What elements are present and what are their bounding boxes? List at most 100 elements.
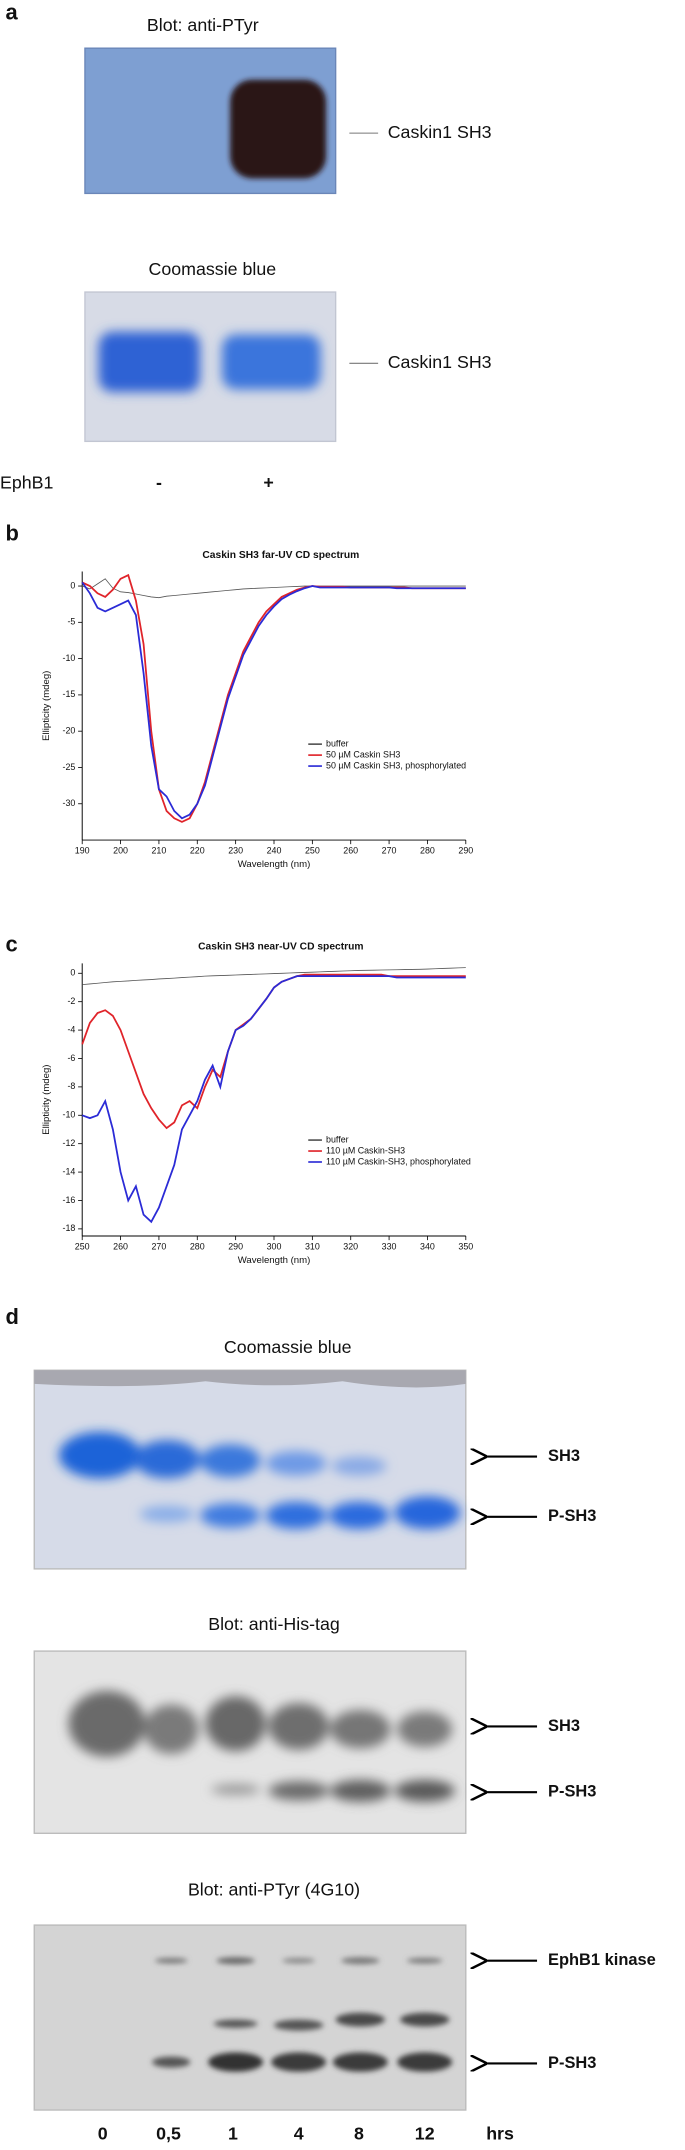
x-tick-label: 270 [151, 1241, 166, 1251]
band [230, 79, 327, 179]
band-label: P-SH3 [548, 1507, 596, 1525]
x-tick-label: 330 [382, 1241, 397, 1251]
band [397, 1711, 453, 1747]
y-tick-label: -5 [67, 617, 75, 627]
series-line [81, 975, 466, 1224]
x-tick-label: 270 [382, 845, 397, 855]
band [216, 1957, 255, 1965]
lane-label: 0,5 [156, 2123, 181, 2143]
band [200, 1444, 261, 1478]
series-line [82, 578, 466, 599]
band [394, 1779, 455, 1802]
y-tick-label: -6 [67, 1053, 75, 1063]
y-tick-label: -20 [62, 726, 75, 736]
band [282, 1957, 316, 1964]
legend-label: buffer [326, 1134, 349, 1144]
band-label: EphB1 kinase [548, 1951, 656, 1969]
lane-label: 12 [415, 2123, 435, 2143]
y-tick-label: 0 [70, 968, 75, 978]
band [394, 1496, 461, 1530]
x-tick-label: 210 [151, 845, 166, 855]
blot-title: Blot: anti-PTyr [147, 15, 259, 35]
y-tick-label: -15 [62, 689, 75, 699]
band [341, 1957, 380, 1965]
band [205, 1696, 266, 1752]
y-tick-label: -8 [67, 1081, 75, 1091]
legend-label: 50 µM Caskin SH3, phosphorylated [326, 760, 466, 770]
y-tick-label: -30 [62, 798, 75, 808]
band-label: P-SH3 [548, 2054, 596, 2072]
band [274, 2019, 324, 2031]
lane-label: 4 [294, 2123, 304, 2143]
blot [33, 1924, 467, 2111]
bands [58, 1431, 461, 1530]
panel-label: b [5, 520, 18, 545]
y-tick-label: -18 [62, 1223, 75, 1233]
panel-label: c [5, 931, 17, 956]
lane-label: 1 [228, 2123, 238, 2143]
legend-label: 110 µM Caskin-SH3, phosphorylated [326, 1156, 471, 1166]
panel-label: a [5, 0, 18, 25]
band [331, 1456, 387, 1476]
band [208, 2052, 264, 2072]
band [268, 1781, 329, 1801]
panel-label: d [5, 1304, 18, 1329]
band [134, 1440, 201, 1479]
x-tick-label: 320 [343, 1241, 358, 1251]
y-tick-label: -25 [62, 762, 75, 772]
band [58, 1431, 142, 1479]
lane-label: - [156, 473, 162, 493]
row-label: EphB1 [0, 473, 54, 493]
x-tick-label: 260 [113, 1241, 128, 1251]
band [265, 1451, 327, 1476]
y-tick-label: -2 [67, 996, 75, 1006]
y-axis-label: Ellipticity (mdeg) [41, 1065, 52, 1135]
y-tick-label: -10 [62, 653, 75, 663]
band-label: SH3 [548, 1717, 580, 1735]
series-line [81, 581, 466, 820]
band [397, 2052, 453, 2072]
x-tick-label: 200 [113, 845, 128, 855]
legend-label: 50 µM Caskin SH3 [326, 749, 400, 759]
y-tick-label: -14 [62, 1166, 75, 1176]
chart-title: Caskin SH3 far-UV CD spectrum [202, 550, 359, 561]
x-tick-label: 300 [267, 1241, 282, 1251]
x-tick-label: 280 [190, 1241, 205, 1251]
x-tick-label: 250 [305, 845, 320, 855]
band [330, 1779, 391, 1802]
y-tick-label: -10 [62, 1110, 75, 1120]
x-tick-label: 340 [420, 1241, 435, 1251]
band [68, 1690, 146, 1757]
y-tick-label: -12 [62, 1138, 75, 1148]
series-line [81, 573, 466, 823]
bands [68, 1690, 455, 1802]
band [400, 2012, 450, 2027]
legend-label: buffer [326, 738, 349, 748]
lane-label: 0 [98, 2123, 108, 2143]
band [406, 1957, 443, 1964]
lane-label: + [263, 473, 273, 493]
band-label: P-SH3 [548, 1783, 596, 1801]
chart-title: Caskin SH3 near-UV CD spectrum [198, 942, 363, 953]
band [200, 1503, 261, 1528]
band-label: SH3 [548, 1447, 580, 1465]
x-tick-label: 310 [305, 1241, 320, 1251]
x-tick-label: 260 [343, 845, 358, 855]
band [332, 2052, 388, 2072]
band [213, 2019, 258, 2028]
band [271, 2052, 327, 2072]
band [221, 334, 321, 390]
gel-edge [34, 1370, 466, 1388]
series-line [82, 967, 466, 986]
band [268, 1703, 329, 1750]
band [143, 1704, 199, 1754]
x-tick-label: 290 [228, 1241, 243, 1251]
y-axis-label: Ellipticity (mdeg) [41, 671, 52, 741]
band [98, 331, 201, 393]
x-tick-label: 290 [458, 845, 473, 855]
band [328, 1501, 390, 1530]
blot-title: Blot: anti-His-tag [208, 1614, 340, 1634]
x-tick-label: 230 [228, 845, 243, 855]
x-axis-label: Wavelength (nm) [238, 1255, 311, 1266]
